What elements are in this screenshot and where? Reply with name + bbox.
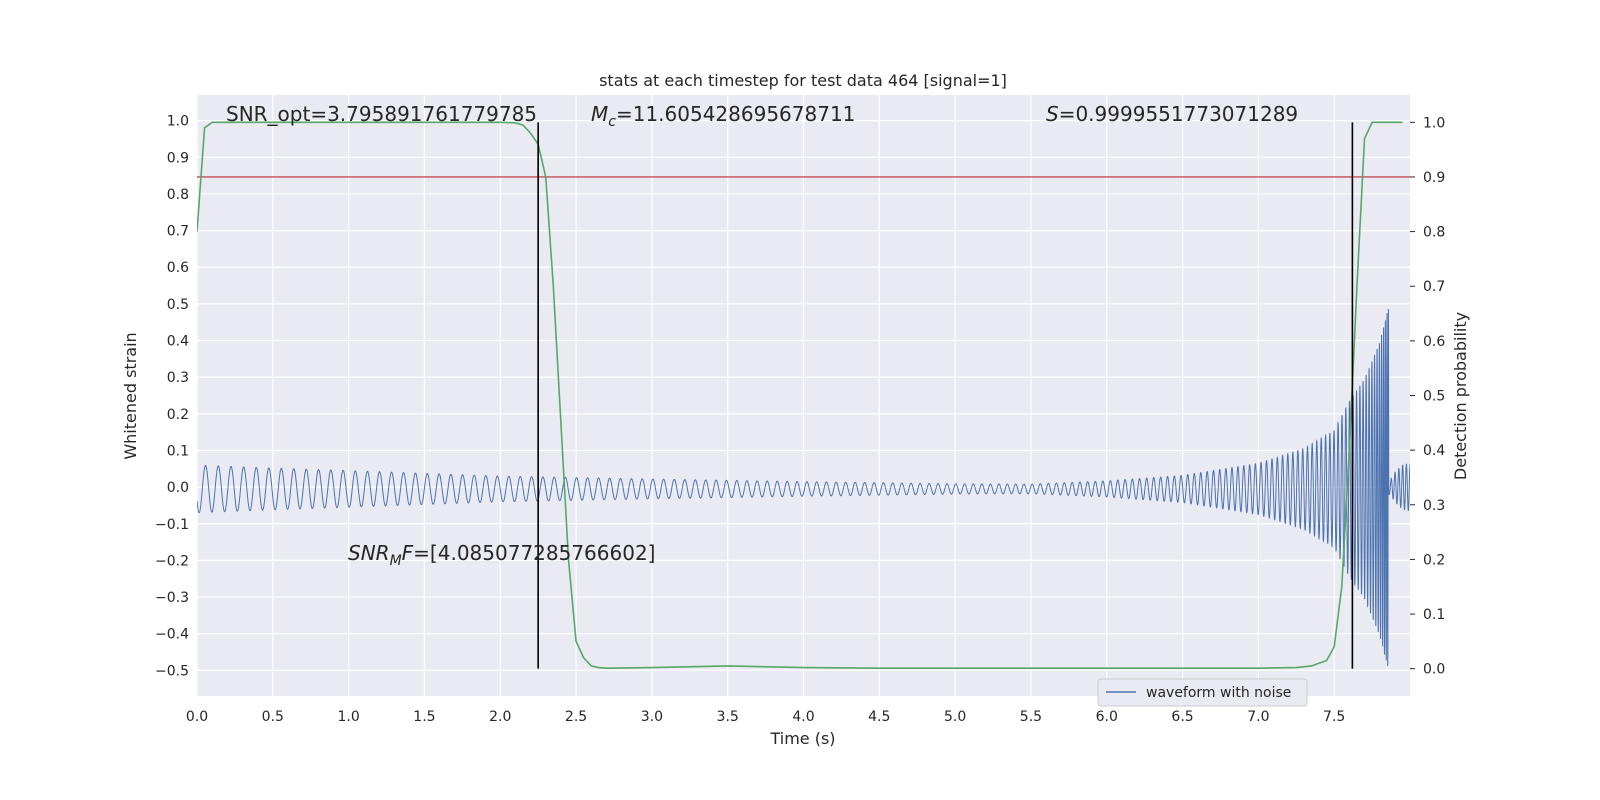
y-right-tick-label: 1.0 (1423, 115, 1445, 131)
chart-title: stats at each timestep for test data 464… (599, 71, 1007, 90)
y-left-tick-label: 0.5 (167, 297, 189, 313)
y-axis-right-label: Detection probability (1451, 312, 1470, 480)
y-right-tick-label: 0.7 (1423, 279, 1445, 295)
y-left-tick-label: 0.2 (167, 407, 189, 423)
x-tick-label: 0.0 (186, 709, 208, 725)
x-axis-label: Time (s) (769, 729, 835, 748)
y-axis-left-ticks: −0.5 −0.4 −0.3 −0.2 −0.1 0.0 0.1 0.2 0.3 0.4 0.5 0.… (155, 114, 189, 680)
y-left-tick-label: 0.8 (167, 187, 189, 203)
legend: waveform with noise (1097, 678, 1308, 707)
y-left-tick-label: 0.6 (167, 260, 189, 276)
y-right-tick-label: 0.3 (1423, 498, 1445, 514)
y-left-tick-label: −0.3 (155, 590, 189, 606)
y-right-tick-label: 0.8 (1423, 225, 1445, 241)
x-tick-label: 0.5 (262, 709, 284, 725)
x-tick-label: 3.5 (717, 709, 739, 725)
y-left-tick-label: 0.4 (167, 334, 189, 350)
x-tick-label: 1.5 (413, 709, 435, 725)
legend-entry-waveform: waveform with noise (1146, 685, 1291, 701)
x-tick-label: 2.0 (489, 709, 511, 725)
y-left-tick-label: 0.3 (167, 370, 189, 386)
y-left-tick-label: 0.9 (167, 150, 189, 166)
x-tick-label: 4.5 (868, 709, 890, 725)
x-tick-label: 7.5 (1323, 709, 1345, 725)
y-left-tick-label: 0.0 (167, 480, 189, 496)
y-left-tick-label: −0.4 (155, 627, 189, 643)
series-waveform (197, 308, 1410, 666)
grid (196, 95, 1410, 696)
y-right-tick-label: 0.4 (1423, 443, 1445, 459)
x-tick-label: 2.5 (565, 709, 587, 725)
y-left-tick-label: −0.1 (155, 517, 189, 533)
plot-area (197, 121, 1410, 669)
x-tick-label: 6.0 (1096, 709, 1118, 725)
y-left-tick-label: −0.2 (155, 553, 189, 569)
x-tick-label: 5.0 (944, 709, 966, 725)
y-axis-left-label: Whitened strain (121, 332, 140, 459)
annotation-mc: Mc=11.605428695678711 (591, 102, 855, 130)
x-tick-label: 5.5 (1020, 709, 1042, 725)
y-right-tick-label: 0.9 (1423, 170, 1445, 186)
y-right-tick-label: 0.5 (1423, 389, 1445, 405)
x-tick-label: 3.0 (641, 709, 663, 725)
annotation-snr-mf: SNRMF=[4.085077285766602] (348, 541, 656, 569)
y-right-tick-label: 0.0 (1423, 662, 1445, 678)
annotation-snr-opt: SNR_opt=3.795891761779785 (226, 102, 537, 126)
annotation-s: S=0.9999551773071289 (1046, 102, 1298, 126)
y-left-tick-label: −0.5 (155, 663, 189, 679)
legend-box (1097, 678, 1308, 707)
x-tick-label: 1.0 (337, 709, 359, 725)
y-left-tick-label: 0.1 (167, 443, 189, 459)
x-axis-ticks: 0.0 0.5 1.0 1.5 2.0 2.5 3.0 3.5 4.0 4.5 5.0 5.5 6.0 6… (186, 709, 1345, 725)
x-tick-label: 7.0 (1247, 709, 1269, 725)
series-detection-probability (197, 121, 1403, 669)
vertical-lines (537, 122, 1354, 669)
y-left-tick-label: 1.0 (167, 114, 189, 130)
y-axis-right-ticks: 0.0 0.1 0.2 0.3 0.4 0.5 0.6 0.7 0.8 0.9 1.0 (1410, 115, 1445, 678)
x-tick-label: 4.0 (792, 709, 814, 725)
y-right-tick-label: 0.6 (1423, 334, 1445, 350)
y-right-tick-label: 0.2 (1423, 552, 1445, 568)
y-left-tick-label: 0.7 (167, 224, 189, 240)
y-right-tick-label: 0.1 (1423, 607, 1445, 623)
x-tick-label: 6.5 (1171, 709, 1193, 725)
